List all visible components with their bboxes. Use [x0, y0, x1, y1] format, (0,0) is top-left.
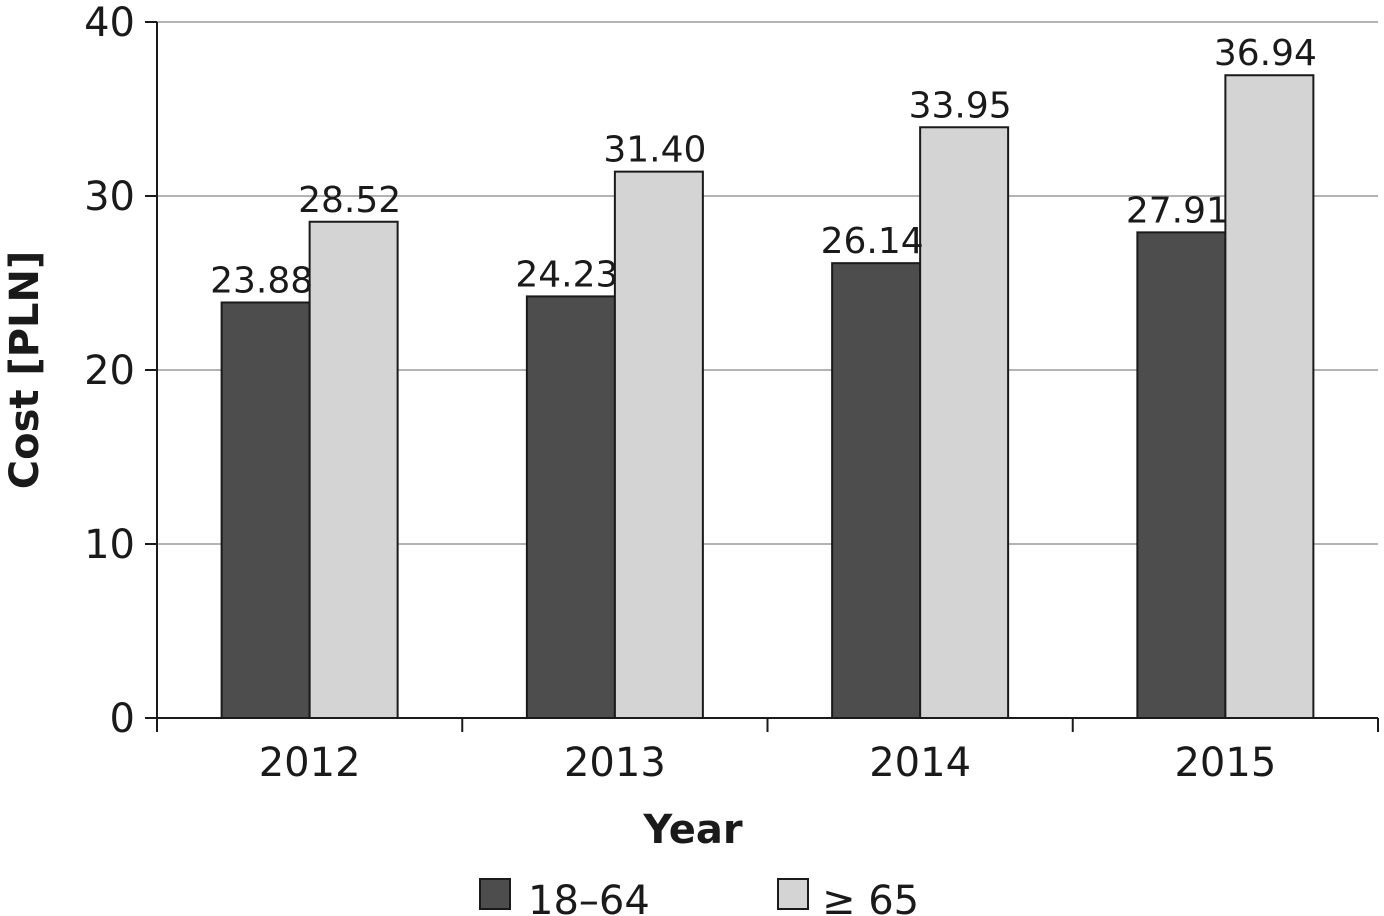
bar-18-64-2014: [831, 262, 922, 719]
data-label: 27.91: [1126, 190, 1229, 231]
legend-swatch-65-plus: [777, 878, 809, 910]
bar-65-plus-2014: [919, 126, 1010, 719]
y-tick-label: 10: [84, 522, 135, 568]
y-tick-label: 20: [84, 348, 135, 394]
bar-65-plus-2013: [613, 170, 704, 719]
x-tick-label: 2013: [564, 740, 666, 786]
x-axis-title: Year: [642, 807, 742, 853]
y-tick-label: 0: [110, 696, 135, 742]
data-label: 26.14: [821, 221, 924, 262]
legend-label-18-64: 18–64: [528, 878, 650, 916]
y-axis-title: Cost [PLN]: [2, 251, 48, 490]
bar-18-64-2012: [220, 301, 311, 719]
data-label: 36.94: [1214, 33, 1317, 74]
x-tick-label: 2012: [259, 740, 361, 786]
bar-18-64-2013: [525, 295, 616, 719]
data-label: 31.40: [603, 130, 706, 171]
bars: [220, 74, 1315, 719]
legend-label-65-plus: ≥ 65: [822, 878, 919, 916]
bar-65-plus-2012: [308, 220, 399, 719]
data-label: 33.95: [909, 85, 1012, 126]
data-label: 28.52: [298, 180, 401, 221]
legend: 18–64 ≥ 65: [479, 878, 919, 916]
legend-swatch-18-64: [479, 878, 511, 910]
y-tick-label: 40: [84, 0, 135, 46]
x-tick-label: 2014: [869, 740, 971, 786]
data-labels: 23.88 28.52 24.23 31.40 26.14 33.95 27.91 36.94: [210, 33, 1317, 301]
data-label: 24.23: [515, 254, 618, 295]
bar-18-64-2015: [1136, 231, 1227, 719]
bar-65-plus-2015: [1224, 74, 1315, 719]
axes: 0 10 20 30 40 2012 2013 2014 2015: [84, 0, 1379, 786]
data-label: 23.88: [210, 260, 313, 301]
x-tick-label: 2015: [1174, 740, 1276, 786]
y-tick-label: 30: [84, 174, 135, 220]
